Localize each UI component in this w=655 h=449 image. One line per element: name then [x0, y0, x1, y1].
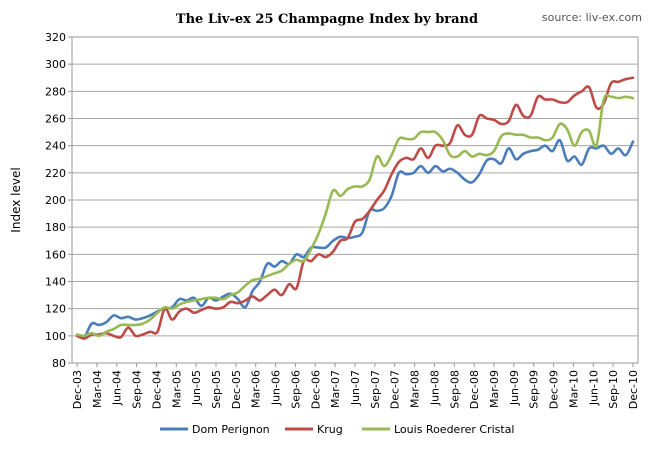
y-axis-ticks: 80 100 120 140 160 180 200 220 240 260 280 300 320 — [45, 31, 72, 370]
y-tick-label: 240 — [45, 140, 66, 153]
y-tick-label: 280 — [45, 85, 66, 98]
x-tick-label: Sep-09 — [528, 370, 541, 409]
x-tick-label: Dec-03 — [71, 370, 84, 409]
legend-label-krug: Krug — [317, 423, 343, 436]
x-tick-label: Mar-04 — [91, 370, 104, 408]
legend: Dom Perignon Krug Louis Roederer Cristal — [160, 423, 514, 436]
x-axis-ticks: Dec-03 Mar-04 Jun-04 Sep-04 Dec-04 Mar-05 Jun-… — [71, 363, 640, 409]
y-tick-label: 80 — [52, 357, 66, 370]
y-tick-label: 100 — [45, 330, 66, 343]
x-tick-label: Jun-07 — [349, 370, 362, 406]
y-tick-label: 120 — [45, 303, 66, 316]
x-tick-label: Jun-06 — [270, 370, 283, 406]
x-tick-label: Dec-06 — [309, 370, 322, 409]
x-tick-label: Jun-10 — [587, 370, 600, 406]
x-tick-label: Sep-06 — [289, 370, 302, 409]
x-tick-label: Dec-10 — [627, 370, 640, 409]
y-tick-label: 260 — [45, 113, 66, 126]
y-axis-label: Index level — [9, 167, 23, 232]
x-tick-label: Jun-08 — [428, 370, 441, 406]
x-tick-label: Dec-07 — [389, 370, 402, 409]
x-tick-label: Dec-05 — [230, 370, 243, 409]
x-tick-label: Jun-04 — [111, 370, 124, 406]
x-tick-label: Mar-07 — [329, 370, 342, 408]
x-tick-label: Sep-07 — [369, 370, 382, 409]
legend-label-dom-perignon: Dom Perignon — [192, 423, 270, 436]
x-tick-label: Dec-08 — [468, 370, 481, 409]
chart-source: source: liv-ex.com — [542, 11, 642, 24]
x-tick-label: Jun-05 — [190, 370, 203, 406]
legend-label-louis-roederer-cristal: Louis Roederer Cristal — [394, 423, 514, 436]
series-lines — [75, 76, 635, 340]
x-tick-label: Sep-05 — [210, 370, 223, 409]
x-tick-label: Sep-10 — [607, 370, 620, 409]
x-tick-label: Dec-09 — [548, 370, 561, 409]
y-tick-label: 220 — [45, 167, 66, 180]
y-tick-label: 160 — [45, 248, 66, 261]
x-tick-label: Mar-05 — [170, 370, 183, 408]
x-tick-label: Mar-10 — [567, 370, 580, 408]
x-tick-label: Sep-04 — [131, 370, 144, 409]
x-tick-label: Sep-08 — [448, 370, 461, 409]
x-tick-label: Dec-04 — [150, 370, 163, 409]
y-tick-label: 300 — [45, 58, 66, 71]
x-tick-label: Mar-09 — [488, 370, 501, 408]
series-line-krug — [75, 76, 635, 340]
plot-area-border — [71, 36, 639, 364]
series-line-louis-roederer-cristal — [75, 93, 635, 338]
y-tick-label: 200 — [45, 194, 66, 207]
x-tick-label: Mar-06 — [250, 370, 263, 408]
x-tick-label: Jun-09 — [508, 370, 521, 406]
y-tick-label: 140 — [45, 276, 66, 289]
y-tick-label: 180 — [45, 221, 66, 234]
chart-title: The Liv-ex 25 Champagne Index by brand — [176, 12, 478, 27]
y-tick-label: 320 — [45, 31, 66, 44]
x-tick-label: Mar-08 — [409, 370, 422, 408]
